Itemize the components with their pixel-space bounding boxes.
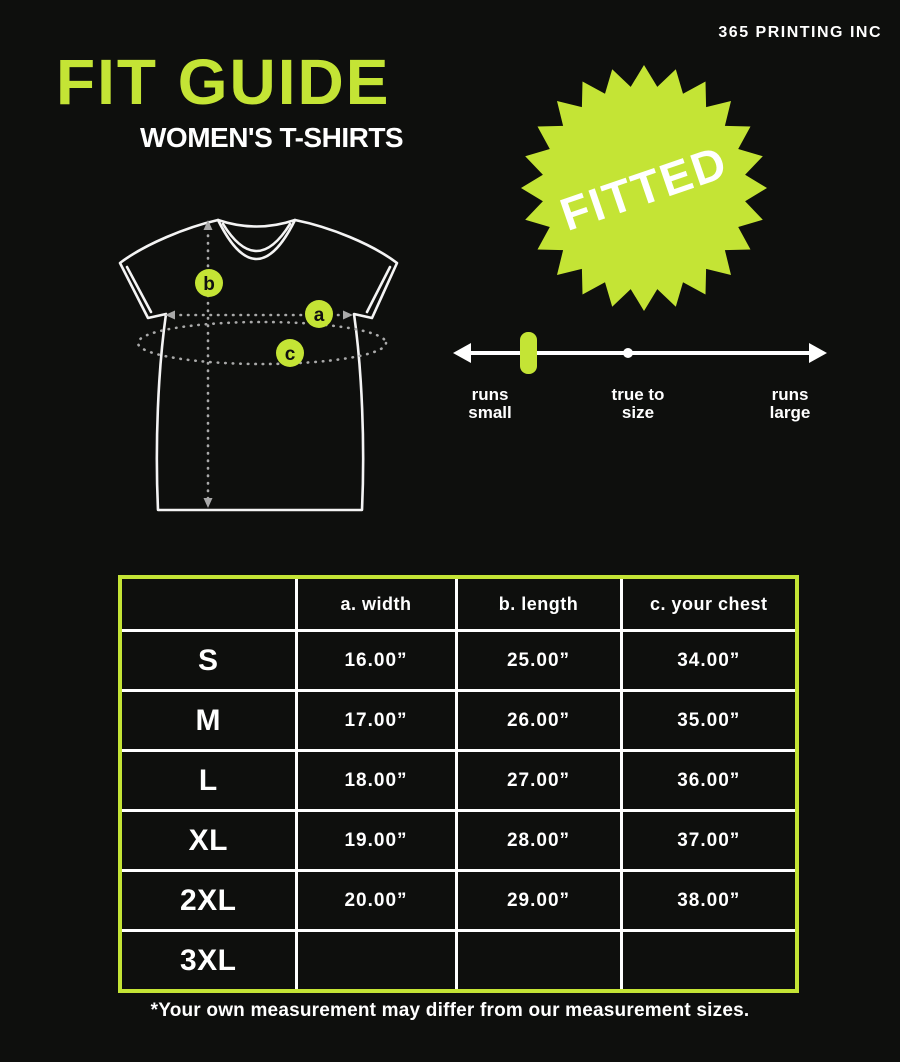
size-label: M (118, 689, 298, 752)
length-arrow-down-icon (203, 498, 213, 508)
width-value: 18.00” (294, 749, 458, 812)
fit-scale-arrow-right-icon (809, 343, 827, 363)
runs-large-label: runs large (769, 385, 811, 422)
width-value: 17.00” (294, 689, 458, 752)
table-row: M 17.00” 26.00” 35.00” (118, 689, 799, 752)
marker-a-label: a (314, 305, 325, 326)
chest-value: 35.00” (619, 689, 799, 752)
size-label: L (118, 749, 298, 812)
tshirt-outline (118, 218, 399, 512)
chest-value: 34.00” (619, 629, 799, 692)
marker-c-dot (276, 339, 304, 367)
marker-b-dot (195, 269, 223, 297)
fit-scale-arrow-left-icon (453, 343, 471, 363)
header-length: b. length (454, 575, 623, 632)
width-value: 20.00” (294, 869, 458, 932)
table-row: XL 19.00” 28.00” 37.00” (118, 809, 799, 872)
size-label: XL (118, 809, 298, 872)
length-value: 29.00” (454, 869, 623, 932)
table-row: S 16.00” 25.00” 34.00” (118, 629, 799, 692)
collar-outer-line (216, 218, 297, 261)
table-row: L 18.00” 27.00” 36.00” (118, 749, 799, 812)
size-table: a. width b. length c. your chest S 16.00… (118, 575, 799, 993)
marker-a-dot (305, 300, 333, 328)
chest-measure-ellipse (136, 320, 388, 366)
page-subtitle: WOMEN'S T-SHIRTS (140, 122, 404, 153)
length-value: 25.00” (454, 629, 623, 692)
fit-scale: runs small true to size runs large (450, 328, 830, 433)
fitted-badge: FITTED (515, 58, 775, 318)
width-value (294, 929, 458, 993)
header-size (118, 575, 298, 632)
chest-value: 36.00” (619, 749, 799, 812)
header-width: a. width (294, 575, 458, 632)
true-to-size-label: true to size (611, 385, 665, 422)
chest-value (619, 929, 799, 993)
header-chest: c. your chest (619, 575, 799, 632)
runs-small-label: runs small (468, 385, 512, 422)
marker-b-label: b (203, 274, 215, 295)
collar-inner-line (221, 222, 292, 253)
chest-value: 38.00” (619, 869, 799, 932)
chest-value: 37.00” (619, 809, 799, 872)
length-arrow-up-icon (203, 220, 213, 230)
width-arrow-right-icon (343, 310, 353, 320)
marker-c-label: c (285, 344, 296, 365)
width-value: 16.00” (294, 629, 458, 692)
table-row: 2XL 20.00” 29.00” 38.00” (118, 869, 799, 932)
fit-scale-marker (520, 332, 537, 374)
true-to-size-tick (623, 348, 633, 358)
right-cuff-line (365, 265, 392, 314)
width-value: 19.00” (294, 809, 458, 872)
fit-scale-labels: runs small true to size runs large (450, 386, 830, 431)
starburst-icon: FITTED (521, 65, 767, 311)
length-value: 27.00” (454, 749, 623, 812)
tshirt-diagram: b a c (105, 200, 425, 530)
size-table-header-row: a. width b. length c. your chest (118, 575, 799, 632)
measurement-disclaimer: *Your own measurement may differ from ou… (150, 1000, 750, 1021)
page-title: FIT GUIDE (56, 46, 391, 118)
width-arrow-left-icon (165, 310, 175, 320)
left-cuff-line (125, 265, 153, 314)
starburst-shape (521, 65, 767, 311)
table-row: 3XL (118, 929, 799, 993)
size-label: 3XL (118, 929, 298, 993)
size-label: 2XL (118, 869, 298, 932)
length-value: 26.00” (454, 689, 623, 752)
brand-name: 365 PRINTING INC (718, 24, 882, 41)
size-label: S (118, 629, 298, 692)
length-value: 28.00” (454, 809, 623, 872)
length-value (454, 929, 623, 993)
